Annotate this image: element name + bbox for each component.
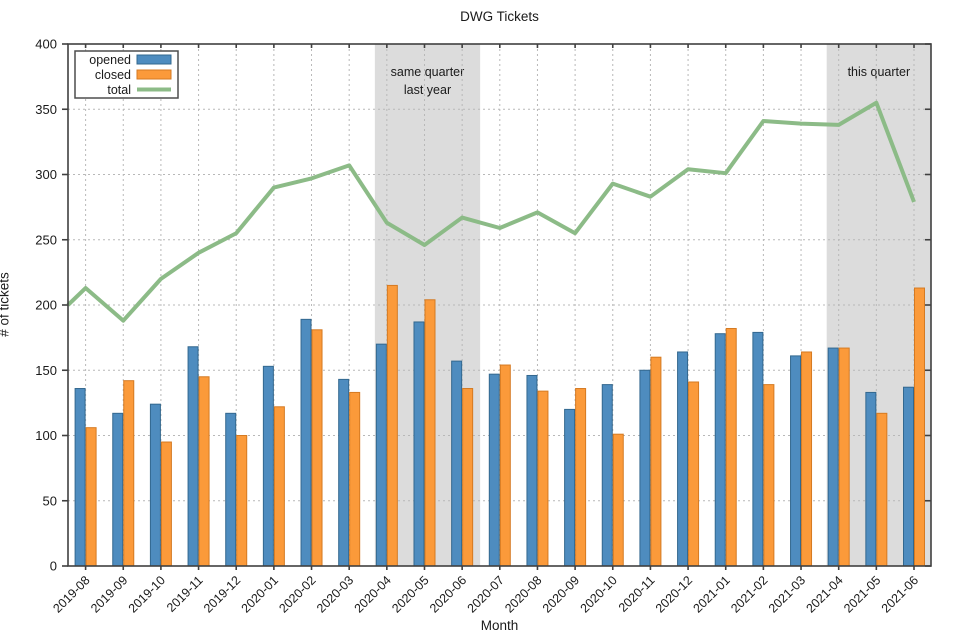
- x-tick-label-2021-03: 2021-03: [766, 573, 808, 615]
- x-tick-label-2020-09: 2020-09: [540, 573, 582, 615]
- band-label: same quarter: [391, 65, 465, 79]
- bar-opened-2020-03: [338, 378, 350, 567]
- x-tick-label-2020-06: 2020-06: [427, 573, 469, 615]
- x-tick-label-2020-01: 2020-01: [239, 573, 281, 615]
- x-tick-label-2021-04: 2021-04: [803, 573, 845, 615]
- band-label: last year: [404, 83, 451, 97]
- band-label: this quarter: [848, 65, 911, 79]
- y-tick-labels: 0 50 100 150 200 250 300 350 400: [35, 37, 57, 574]
- y-tick-label: 100: [35, 428, 57, 443]
- bar-opened-2021-05: [865, 391, 877, 567]
- total-line-path: [66, 100, 916, 323]
- x-tick-label-2020-05: 2020-05: [389, 573, 431, 615]
- bar-opened-2019-11: [187, 346, 199, 567]
- bar-closed-2020-11: [650, 356, 662, 567]
- x-tick-label-2021-01: 2021-01: [691, 573, 733, 615]
- plot-border: [67, 43, 932, 567]
- bar-opened-2020-08: [526, 374, 538, 567]
- bar-opened-2021-04: [827, 347, 839, 567]
- x-tick-label-2020-12: 2020-12: [653, 573, 695, 615]
- x-tick-label-2019-11: 2019-11: [164, 573, 206, 615]
- bar-opened-2021-02: [752, 331, 764, 567]
- bar-opened-2020-02: [300, 318, 312, 567]
- legend-label-opened: opened: [89, 53, 131, 67]
- x-tick-labels: 2019-082019-092019-102019-112019-122020-…: [50, 573, 921, 615]
- bar-closed-2020-12: [688, 381, 700, 567]
- x-tick-label-2019-08: 2019-08: [50, 573, 92, 615]
- x-axis-title: Month: [480, 618, 519, 633]
- y-tick-label: 50: [43, 493, 57, 508]
- bar-opened-2021-01: [714, 333, 726, 567]
- line-total: [66, 100, 916, 323]
- bar-closed-2019-08: [85, 427, 97, 567]
- bar-closed-2021-06: [914, 287, 925, 567]
- bar-closed-2021-03: [801, 351, 813, 567]
- y-tick-label: 200: [35, 298, 57, 313]
- x-tick-label-2020-07: 2020-07: [465, 573, 507, 615]
- x-tick-label-2020-04: 2020-04: [352, 573, 394, 615]
- chart-title: DWG Tickets: [460, 9, 539, 24]
- bar-closed-2021-01: [725, 327, 737, 567]
- legend-swatch-closed: [136, 69, 172, 80]
- legend-swatch-opened: [136, 54, 172, 65]
- x-tick-label-2019-10: 2019-10: [126, 573, 168, 615]
- bar-opened-2020-04: [375, 343, 387, 567]
- legend-label-total: total: [107, 83, 131, 97]
- bar-closed-2020-01: [273, 406, 285, 567]
- bar-opened-2020-09: [564, 408, 576, 567]
- x-tick-label-2020-11: 2020-11: [616, 573, 658, 615]
- x-tick-label-2021-02: 2021-02: [728, 573, 770, 615]
- y-tick-label: 0: [50, 559, 57, 574]
- x-tick-label-2020-10: 2020-10: [578, 573, 620, 615]
- bar-closed-2020-03: [349, 391, 361, 567]
- x-tick-label-2020-02: 2020-02: [276, 573, 318, 615]
- bar-closed-2020-05: [424, 299, 436, 567]
- bar-closed-2020-02: [311, 329, 323, 567]
- bar-closed-2019-10: [160, 441, 172, 567]
- bar-opened-2019-08: [74, 388, 86, 567]
- bars-opened: [74, 318, 914, 567]
- bar-closed-2021-05: [876, 412, 888, 567]
- bar-opened-2019-12: [225, 412, 237, 567]
- bar-opened-2020-11: [639, 369, 651, 567]
- bar-opened-2019-09: [112, 412, 124, 567]
- bar-closed-2019-11: [198, 376, 210, 567]
- x-tick-label-2019-12: 2019-12: [201, 573, 243, 615]
- bar-closed-2019-09: [123, 380, 135, 567]
- bar-closed-2020-08: [537, 390, 549, 567]
- bar-opened-2020-06: [451, 360, 463, 567]
- bar-closed-2020-06: [462, 388, 474, 567]
- y-tick-label: 150: [35, 363, 57, 378]
- x-tick-label-2019-09: 2019-09: [88, 573, 130, 615]
- bar-opened-2019-10: [149, 403, 161, 567]
- x-tick-label-2020-03: 2020-03: [314, 573, 356, 615]
- bar-opened-2021-06: [903, 386, 914, 567]
- x-tick-label-2021-05: 2021-05: [841, 573, 883, 615]
- bar-opened-2020-10: [601, 384, 613, 567]
- bar-opened-2021-03: [790, 355, 802, 567]
- bar-closed-2020-07: [499, 364, 511, 567]
- y-tick-label: 250: [35, 232, 57, 247]
- bar-closed-2020-10: [612, 433, 624, 567]
- bar-opened-2020-01: [262, 365, 274, 567]
- y-tick-label: 350: [35, 102, 57, 117]
- bar-closed-2020-09: [575, 388, 587, 567]
- bar-opened-2020-12: [677, 351, 689, 567]
- x-tick-label-2020-08: 2020-08: [502, 573, 544, 615]
- bar-opened-2020-05: [413, 321, 425, 567]
- bar-opened-2020-07: [488, 373, 500, 567]
- bar-closed-2020-04: [386, 284, 398, 567]
- y-tick-label: 300: [35, 167, 57, 182]
- x-tick-label-2021-06: 2021-06: [879, 573, 921, 615]
- bar-closed-2021-04: [838, 347, 850, 567]
- legend-label-closed: closed: [95, 68, 131, 82]
- y-tick-label: 400: [35, 37, 57, 52]
- bar-closed-2021-02: [763, 384, 775, 567]
- bar-closed-2019-12: [236, 435, 248, 567]
- legend-swatch-total: [137, 87, 171, 92]
